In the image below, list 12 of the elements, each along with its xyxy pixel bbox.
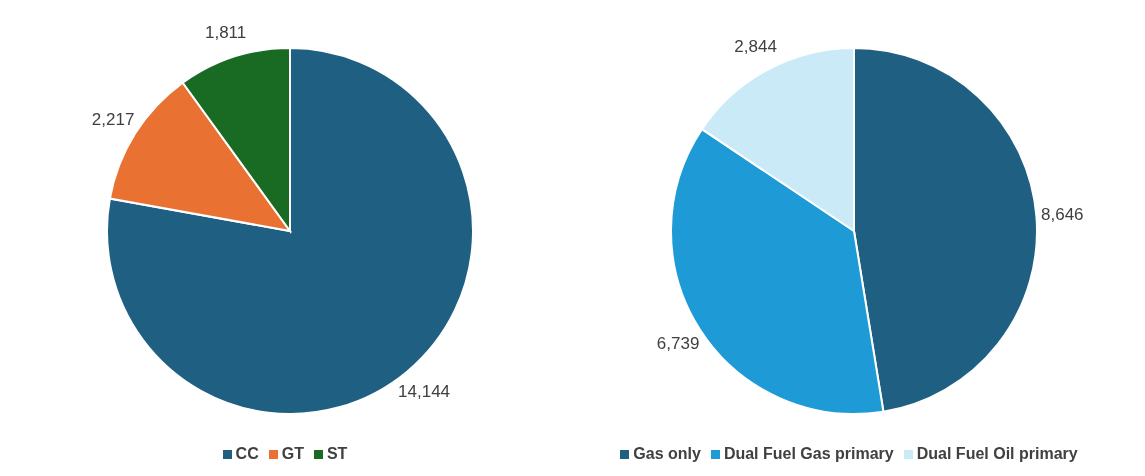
data-label: 2,217 (91, 110, 135, 130)
data-label: 14,144 (398, 381, 451, 401)
data-label: 8,646 (1041, 204, 1084, 224)
data-label: 6,739 (656, 334, 700, 354)
data-label: 2,844 (734, 37, 777, 57)
legend-label: CC (235, 445, 259, 462)
data-label: 1,811 (204, 22, 247, 42)
legend-label: GT (281, 445, 304, 462)
legend-label: ST (326, 445, 348, 462)
legend-label: Dual Fuel Oil primary (916, 445, 1078, 462)
legend-label: Gas only (633, 445, 701, 462)
legend-label: Dual Fuel Gas primary (723, 445, 894, 462)
